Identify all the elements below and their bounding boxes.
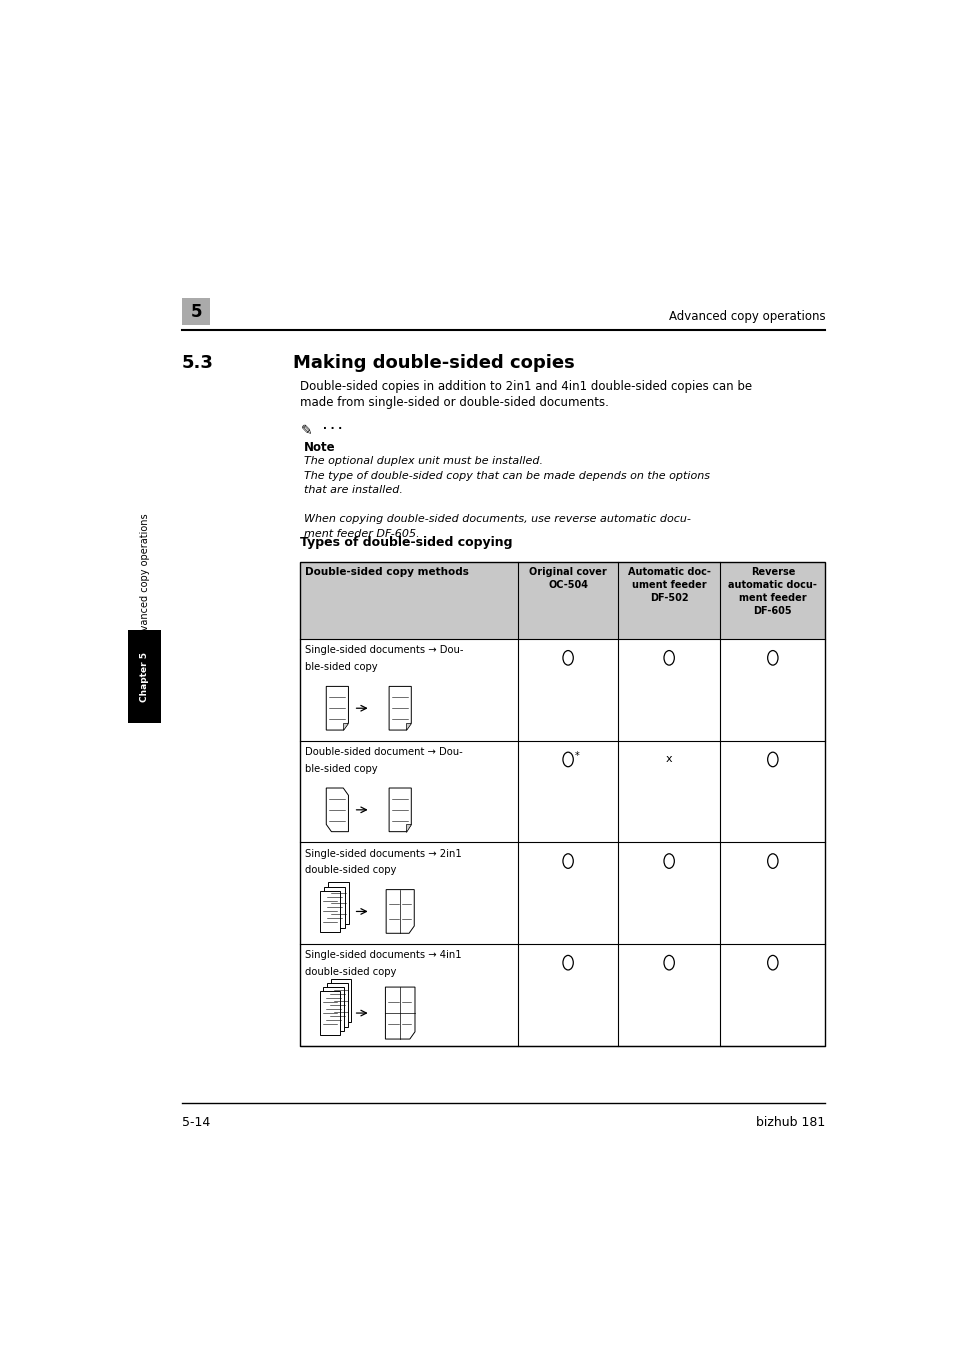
Bar xyxy=(182,298,210,325)
Text: x: x xyxy=(665,755,672,764)
Text: ment feeder DF-605.: ment feeder DF-605. xyxy=(304,529,419,539)
Bar xyxy=(319,891,340,933)
Bar xyxy=(328,883,349,923)
Text: Making double-sided copies: Making double-sided copies xyxy=(293,354,574,373)
Polygon shape xyxy=(389,686,411,730)
Polygon shape xyxy=(386,890,414,933)
Text: . . .: . . . xyxy=(322,421,341,431)
Text: 5.3: 5.3 xyxy=(182,354,213,373)
Text: Single-sided documents → 2in1: Single-sided documents → 2in1 xyxy=(305,849,461,859)
Text: Original cover
OC-504: Original cover OC-504 xyxy=(529,567,606,590)
Bar xyxy=(323,987,344,1031)
Bar xyxy=(300,562,824,1046)
Text: Advanced copy operations: Advanced copy operations xyxy=(139,513,150,643)
Polygon shape xyxy=(406,825,411,832)
Text: 5: 5 xyxy=(191,302,202,321)
Text: that are installed.: that are installed. xyxy=(304,485,402,495)
Text: Reverse
automatic docu-
ment feeder
DF-605: Reverse automatic docu- ment feeder DF-6… xyxy=(728,567,817,616)
Text: double-sided copy: double-sided copy xyxy=(305,967,395,977)
Text: Double-sided copy methods: Double-sided copy methods xyxy=(305,567,468,578)
Polygon shape xyxy=(343,722,348,730)
Polygon shape xyxy=(326,788,348,832)
Text: ble-sided copy: ble-sided copy xyxy=(305,764,377,774)
Bar xyxy=(128,629,161,724)
Bar xyxy=(300,562,824,639)
Polygon shape xyxy=(385,987,415,1040)
Text: Advanced copy operations: Advanced copy operations xyxy=(668,310,824,323)
Text: Types of double-sided copying: Types of double-sided copying xyxy=(300,536,513,549)
Bar xyxy=(327,983,347,1026)
Text: Automatic doc-
ument feeder
DF-502: Automatic doc- ument feeder DF-502 xyxy=(627,567,710,603)
Text: ✎: ✎ xyxy=(300,424,312,437)
Text: *: * xyxy=(574,752,578,761)
Bar xyxy=(331,979,351,1022)
Text: Single-sided documents → Dou-: Single-sided documents → Dou- xyxy=(305,645,463,655)
Polygon shape xyxy=(406,722,411,730)
Text: bizhub 181: bizhub 181 xyxy=(756,1116,824,1129)
Text: When copying double-sided documents, use reverse automatic docu-: When copying double-sided documents, use… xyxy=(304,514,690,524)
Polygon shape xyxy=(389,788,411,832)
Text: Double-sided document → Dou-: Double-sided document → Dou- xyxy=(305,747,462,757)
Text: The optional duplex unit must be installed.: The optional duplex unit must be install… xyxy=(304,456,542,466)
Text: Note: Note xyxy=(304,440,335,454)
Text: made from single-sided or double-sided documents.: made from single-sided or double-sided d… xyxy=(300,396,609,409)
Text: 5-14: 5-14 xyxy=(182,1116,210,1129)
Text: Single-sided documents → 4in1: Single-sided documents → 4in1 xyxy=(305,950,461,960)
Text: ble-sided copy: ble-sided copy xyxy=(305,662,377,672)
Text: Chapter 5: Chapter 5 xyxy=(140,652,149,702)
Polygon shape xyxy=(326,686,348,730)
Text: double-sided copy: double-sided copy xyxy=(305,865,395,875)
Text: The type of double-sided copy that can be made depends on the options: The type of double-sided copy that can b… xyxy=(304,471,709,481)
Bar xyxy=(324,887,344,927)
Bar xyxy=(319,991,340,1035)
Text: Double-sided copies in addition to 2in1 and 4in1 double-sided copies can be: Double-sided copies in addition to 2in1 … xyxy=(300,381,752,393)
